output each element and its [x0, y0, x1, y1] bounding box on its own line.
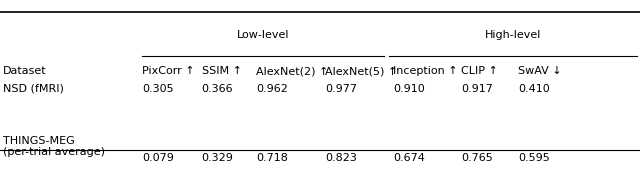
Text: Low-level: Low-level: [237, 30, 289, 40]
Text: 0.718: 0.718: [256, 153, 288, 163]
Text: THINGS-MEG
(per-trial average): THINGS-MEG (per-trial average): [3, 136, 105, 157]
Text: Dataset: Dataset: [3, 66, 47, 76]
Text: 0.823: 0.823: [325, 153, 357, 163]
Text: 0.917: 0.917: [461, 84, 493, 93]
Text: 0.329: 0.329: [202, 153, 234, 163]
Text: High-level: High-level: [484, 30, 541, 40]
Text: AlexNet(5) ↑: AlexNet(5) ↑: [325, 66, 397, 76]
Text: 0.079: 0.079: [142, 153, 174, 163]
Text: AlexNet(2) ↑: AlexNet(2) ↑: [256, 66, 328, 76]
Text: 0.595: 0.595: [518, 153, 550, 163]
Text: Inception ↑: Inception ↑: [393, 66, 458, 76]
Text: PixCorr ↑: PixCorr ↑: [142, 66, 195, 76]
Text: 0.962: 0.962: [256, 84, 288, 93]
Text: NSD (fMRI): NSD (fMRI): [3, 84, 64, 93]
Text: 0.910: 0.910: [393, 84, 425, 93]
Text: 0.366: 0.366: [202, 84, 233, 93]
Text: SwAV ↓: SwAV ↓: [518, 66, 562, 76]
Text: SSIM ↑: SSIM ↑: [202, 66, 242, 76]
Text: 0.765: 0.765: [461, 153, 493, 163]
Text: 0.410: 0.410: [518, 84, 550, 93]
Text: 0.674: 0.674: [393, 153, 425, 163]
Text: CLIP ↑: CLIP ↑: [461, 66, 498, 76]
Text: 0.977: 0.977: [325, 84, 357, 93]
Text: 0.305: 0.305: [142, 84, 173, 93]
